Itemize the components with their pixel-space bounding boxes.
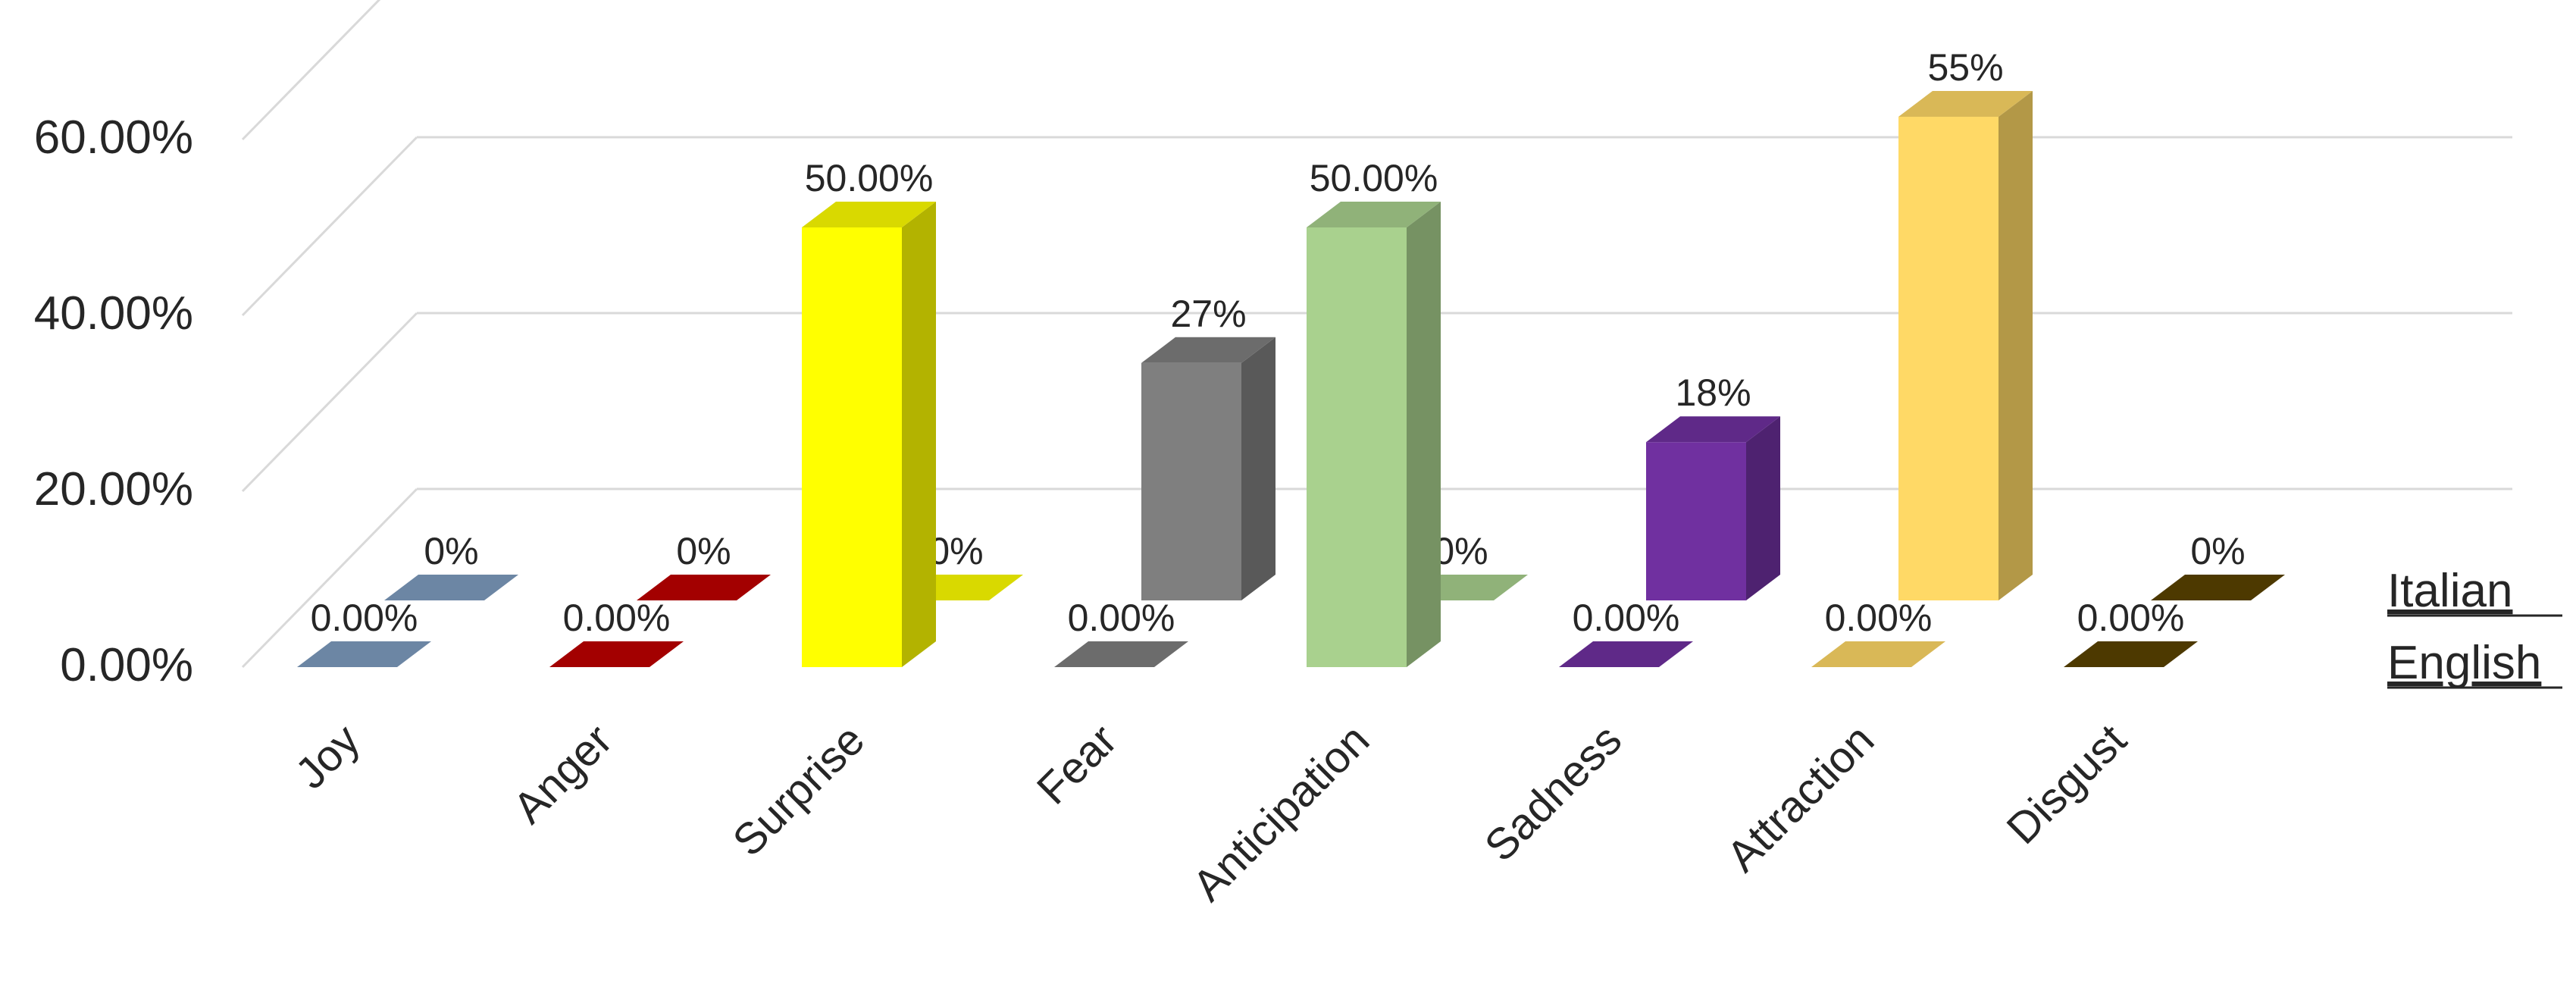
bar-english-fear: 0.00% [1054, 597, 1188, 667]
data-label: 0.00% [1573, 597, 1680, 639]
data-label: 18% [1675, 371, 1751, 414]
data-label: 27% [1170, 293, 1246, 335]
bar-english-joy: 0.00% [297, 597, 431, 667]
bar-top-face [1898, 91, 2033, 117]
bar-top-face [1307, 202, 1441, 227]
bar-english-disgust: 0.00% [2064, 597, 2198, 667]
bar-front-face [1141, 362, 1241, 600]
bar-front-face [1646, 442, 1746, 600]
bar-side-face [1999, 91, 2033, 600]
bar-italian-disgust: 0% [2151, 530, 2285, 600]
bar-top-face [1054, 641, 1188, 667]
bar-top-face [384, 575, 518, 600]
bar-side-face [1407, 202, 1441, 667]
bar-top-face [1141, 337, 1275, 363]
y-tick-label: 40.00% [34, 287, 193, 340]
bar-top-face [1646, 416, 1780, 443]
y-tick-label: 0.00% [60, 639, 193, 691]
bar-english-surprise: 50.00% [802, 157, 936, 667]
bar-side-face [1241, 337, 1275, 600]
bar-italian-attraction: 55% [1898, 46, 2033, 600]
series-label-english: English [2387, 637, 2541, 689]
grid-layer [241, 0, 2512, 669]
bar-italian-fear: 27% [1141, 293, 1275, 600]
bar-english-sadness: 0.00% [1559, 597, 1693, 667]
bar-top-face [2064, 641, 2198, 667]
data-label: 0.00% [311, 597, 418, 639]
data-label: 0.00% [1068, 597, 1175, 639]
bar-side-face [902, 202, 936, 667]
gridline-diagonal [241, 312, 418, 493]
category-label: Anger [504, 715, 621, 832]
data-label: 0% [2190, 530, 2245, 572]
data-label: 50.00% [805, 157, 934, 199]
bar-top-face [297, 641, 431, 667]
bar-top-face [802, 202, 936, 227]
bar-english-anger: 0.00% [549, 597, 684, 667]
bar-front-face [1898, 117, 1999, 600]
gridline-diagonal [241, 0, 381, 141]
series-label-italian: Italian [2387, 565, 2512, 617]
back-series-layer: 0% 0% 0% 27% 0% 18% 55% 0% [384, 46, 2285, 600]
gridline-diagonal [241, 136, 418, 317]
y-axis: 0.00% 20.00% 40.00% 60.00% [34, 111, 193, 691]
category-label: Sadness [1476, 715, 1632, 871]
gridline-diagonal [241, 487, 418, 669]
data-label: 0.00% [563, 597, 671, 639]
data-label: 55% [1927, 46, 2003, 89]
category-label: Fear [1028, 715, 1126, 813]
bar-italian-anger: 0% [637, 530, 771, 600]
data-label: 0% [676, 530, 731, 572]
data-label: 0% [928, 530, 983, 572]
bar-top-face [1811, 641, 1945, 667]
bar-top-face [637, 575, 771, 600]
bar-top-face [2151, 575, 2285, 600]
front-series-layer: 0.00% 0.00% 50.00% 0.00% 50.00% 0.00% 0.00% 0.0… [297, 157, 2198, 667]
bar-italian-joy: 0% [384, 530, 518, 600]
bar-english-attraction: 0.00% [1811, 597, 1945, 667]
bar-side-face [1746, 416, 1780, 600]
bar-front-face [1307, 227, 1407, 667]
category-label: Surprise [724, 715, 875, 866]
category-label: Anticipation [1183, 715, 1379, 910]
data-label: 0% [1433, 530, 1488, 572]
data-label: 50.00% [1310, 157, 1438, 199]
category-label: Disgust [1997, 715, 2136, 854]
bar-italian-sadness: 18% [1646, 371, 1780, 600]
legend: Italian English [2387, 565, 2562, 689]
bar-english-anticipation: 50.00% [1307, 157, 1441, 667]
data-label: 0.00% [1825, 597, 1933, 639]
bar-top-face [1559, 641, 1693, 667]
x-axis: Joy Anger Surprise Fear Anticipation Sadness A… [286, 715, 2136, 910]
y-tick-label: 20.00% [34, 463, 193, 516]
bar-top-face [549, 641, 684, 667]
y-tick-label: 60.00% [34, 111, 193, 164]
data-label: 0% [424, 530, 478, 572]
category-label: Joy [286, 715, 369, 798]
bar-front-face [802, 227, 902, 667]
category-label: Attraction [1717, 715, 1883, 881]
data-label: 0.00% [2077, 597, 2185, 639]
